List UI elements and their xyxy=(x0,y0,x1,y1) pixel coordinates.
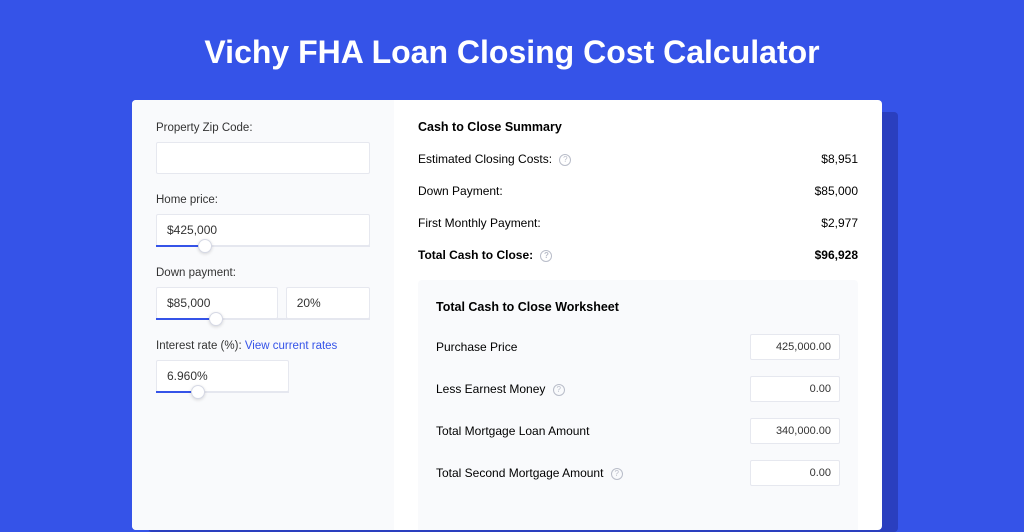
summary-value: $96,928 xyxy=(815,248,858,262)
worksheet-row-mortgage-amount: Total Mortgage Loan Amount 340,000.00 xyxy=(436,418,840,444)
summary-panel: Cash to Close Summary Estimated Closing … xyxy=(394,100,882,530)
help-icon[interactable]: ? xyxy=(611,468,623,480)
down-payment-field-group: Down payment: xyxy=(156,267,370,320)
interest-input[interactable] xyxy=(156,360,289,392)
view-rates-link[interactable]: View current rates xyxy=(245,340,337,352)
home-price-field-group: Home price: xyxy=(156,194,370,247)
interest-field-group: Interest rate (%): View current rates xyxy=(156,340,370,393)
zip-label: Property Zip Code: xyxy=(156,122,370,134)
worksheet-value: 0.00 xyxy=(750,376,840,402)
summary-row-down-payment: Down Payment: $85,000 xyxy=(418,184,858,198)
worksheet-label: Purchase Price xyxy=(436,340,517,354)
summary-label: Estimated Closing Costs: xyxy=(418,152,552,166)
inputs-panel: Property Zip Code: Home price: Down paym… xyxy=(132,100,394,530)
home-price-slider-thumb[interactable] xyxy=(198,239,212,253)
down-payment-pct-input[interactable] xyxy=(286,287,370,319)
interest-label: Interest rate (%): View current rates xyxy=(156,340,370,352)
down-payment-slider-fill xyxy=(156,318,216,320)
summary-label: Down Payment: xyxy=(418,184,503,198)
worksheet-label: Less Earnest Money xyxy=(436,382,545,396)
worksheet-value: 340,000.00 xyxy=(750,418,840,444)
summary-label: Total Cash to Close: xyxy=(418,248,533,262)
worksheet-heading: Total Cash to Close Worksheet xyxy=(436,300,840,314)
home-price-label: Home price: xyxy=(156,194,370,206)
help-icon[interactable]: ? xyxy=(559,154,571,166)
calculator-card: Property Zip Code: Home price: Down paym… xyxy=(132,100,882,530)
summary-heading: Cash to Close Summary xyxy=(418,120,858,134)
worksheet-row-second-mortgage: Total Second Mortgage Amount ? 0.00 xyxy=(436,460,840,486)
interest-slider[interactable] xyxy=(156,391,289,393)
zip-input[interactable] xyxy=(156,142,370,174)
worksheet-value: 0.00 xyxy=(750,460,840,486)
down-payment-slider-thumb[interactable] xyxy=(209,312,223,326)
summary-label: First Monthly Payment: xyxy=(418,216,541,230)
summary-row-first-payment: First Monthly Payment: $2,977 xyxy=(418,216,858,230)
worksheet-value: 425,000.00 xyxy=(750,334,840,360)
interest-label-text: Interest rate (%): xyxy=(156,340,245,352)
help-icon[interactable]: ? xyxy=(553,384,565,396)
worksheet-label: Total Mortgage Loan Amount xyxy=(436,424,589,438)
zip-field-group: Property Zip Code: xyxy=(156,122,370,174)
worksheet-label: Total Second Mortgage Amount xyxy=(436,466,603,480)
worksheet-row-purchase-price: Purchase Price 425,000.00 xyxy=(436,334,840,360)
down-payment-slider[interactable] xyxy=(156,318,370,320)
home-price-slider[interactable] xyxy=(156,245,370,247)
home-price-input[interactable] xyxy=(156,214,370,246)
summary-row-total-cash: Total Cash to Close: ? $96,928 xyxy=(418,248,858,262)
summary-value: $2,977 xyxy=(821,216,858,230)
summary-row-closing-costs: Estimated Closing Costs: ? $8,951 xyxy=(418,152,858,166)
summary-value: $8,951 xyxy=(821,152,858,166)
interest-slider-thumb[interactable] xyxy=(191,385,205,399)
down-payment-label: Down payment: xyxy=(156,267,370,279)
summary-value: $85,000 xyxy=(815,184,858,198)
worksheet-row-earnest-money: Less Earnest Money ? 0.00 xyxy=(436,376,840,402)
worksheet-panel: Total Cash to Close Worksheet Purchase P… xyxy=(418,280,858,530)
page-title: Vichy FHA Loan Closing Cost Calculator xyxy=(0,0,1024,95)
help-icon[interactable]: ? xyxy=(540,250,552,262)
